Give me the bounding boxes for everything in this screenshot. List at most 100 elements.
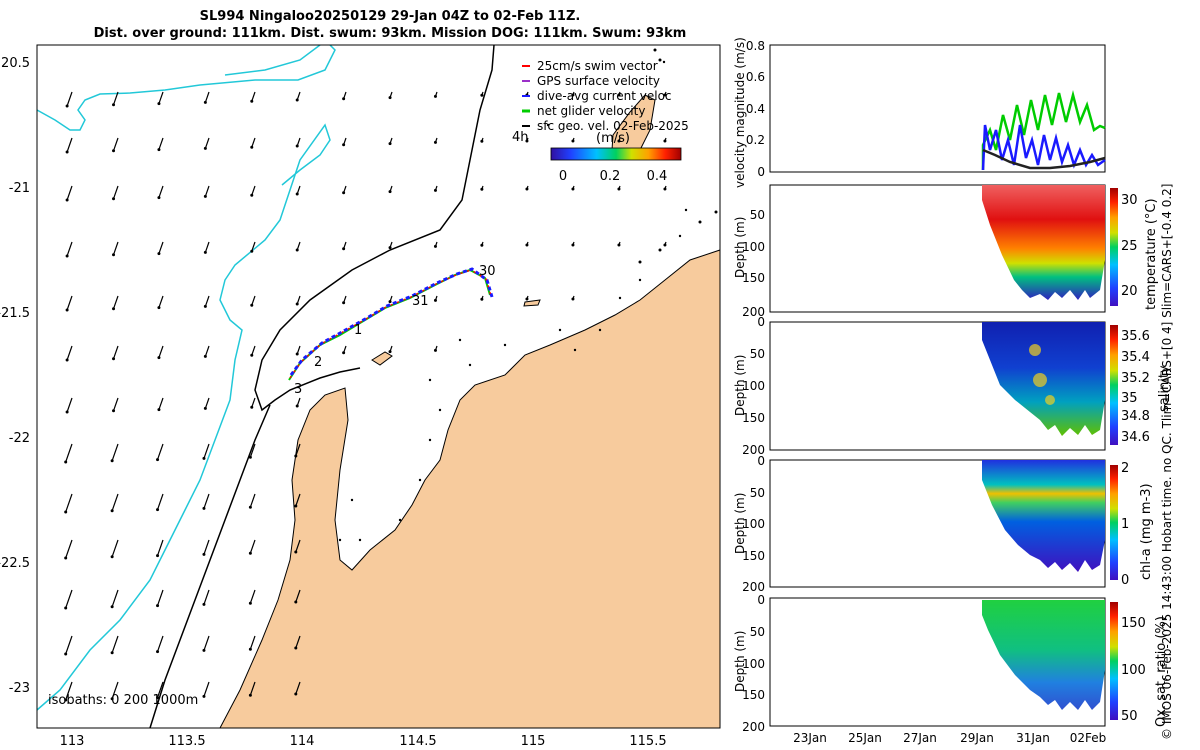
velocity-arrow — [249, 635, 256, 650]
velocity-arrow-head — [663, 93, 667, 97]
velocity-arrow-head — [295, 352, 299, 356]
cbar-tick: 100 — [1121, 663, 1146, 678]
salinity-blobs — [1029, 344, 1055, 405]
velocity-arrow-head — [112, 253, 116, 257]
depth-tick: 0 — [757, 454, 765, 468]
sal-colorbar — [1110, 325, 1118, 445]
velocity-arrow-head — [342, 191, 346, 195]
velocity-arrow-head — [65, 358, 69, 362]
velocity-arrow — [203, 493, 210, 509]
velocity-arrow-head — [342, 247, 346, 251]
velocity-arrow-head — [202, 506, 206, 510]
velocity-arrow-head — [433, 94, 437, 98]
velocity-arrow-head — [248, 505, 252, 509]
velocity-arrow — [251, 295, 256, 306]
velocity-arrow-head — [250, 193, 254, 197]
temp-colorbar-label: temperature (°C) — [1144, 198, 1159, 310]
day-label-30: 30 — [479, 264, 496, 279]
velocity-arrow-head — [202, 602, 206, 606]
velocity-arrow-head — [295, 302, 299, 306]
cbar-tick: 35.6 — [1121, 329, 1150, 344]
velocity-arrow — [111, 493, 119, 511]
depth-tick: 150 — [742, 411, 765, 425]
velocity-arrow-head — [65, 410, 69, 414]
velocity-arrow-head — [64, 652, 68, 656]
temperature-panel: 50 100 150 200 Depth (m) 30 25 20 temper… — [733, 184, 1159, 319]
velocity-arrow — [249, 493, 256, 508]
velocity-arrow-head — [112, 409, 116, 413]
depth-tick: 0 — [757, 593, 765, 607]
velocity-arrow — [66, 295, 73, 311]
cbar-tick: 35.4 — [1121, 350, 1150, 365]
velocity-arrow-head — [157, 102, 161, 106]
velocity-arrow-head — [295, 404, 299, 408]
velocity-arrow — [295, 493, 301, 507]
colorbar-tick: 0.2 — [600, 169, 621, 184]
depth-tick: 50 — [750, 208, 765, 222]
cbar-tick: 0 — [1121, 573, 1129, 588]
velocity-arrow-head — [571, 297, 575, 301]
velocity-arrow-head — [112, 149, 116, 153]
velocity-arrow — [295, 589, 301, 603]
cbar-tick: 34.6 — [1121, 430, 1150, 445]
depth-tick: 200 — [742, 305, 765, 319]
cbar-tick: 150 — [1121, 616, 1146, 631]
colorbar-tick: 0 — [559, 169, 567, 184]
colorbar-tick: 0.4 — [647, 169, 668, 184]
velocity-arrow-head — [112, 307, 116, 311]
velocity-arrow-head — [64, 510, 68, 514]
velocity-arrow — [251, 91, 256, 102]
sal-colorbar-ticks: 35.6 35.4 35.2 35 34.8 34.6 — [1121, 329, 1150, 445]
time-tick: 29Jan — [960, 731, 994, 745]
velocity-arrow — [65, 539, 73, 559]
velocity-arrow-head — [110, 651, 114, 655]
velocity-panel: 0.8 0.6 0.4 0.2 0 velocity magnitude (m/… — [733, 37, 1106, 188]
velocity-arrow-head — [295, 248, 299, 252]
cbar-tick: 30 — [1121, 193, 1138, 208]
velocity-arrow — [66, 241, 73, 257]
velocity-arrow-head — [65, 150, 69, 154]
velocity-arrow-head — [617, 93, 621, 97]
velocity-arrow-head — [156, 458, 160, 462]
speed-colorbar — [550, 147, 682, 161]
lat-tick: -21.5 — [0, 306, 30, 321]
vel-ytick: 0.2 — [746, 133, 765, 147]
island — [523, 299, 541, 307]
cbar-tick: 25 — [1121, 239, 1138, 254]
velocity-arrow-head — [294, 692, 298, 696]
depth-tick: 150 — [742, 271, 765, 285]
track-day-labels: 30 31 1 2 3 4h — [294, 130, 529, 397]
time-axis-ticks: 23Jan 25Jan 27Jan 29Jan 31Jan 02Feb — [793, 731, 1106, 745]
velocity-arrow-head — [250, 353, 254, 357]
vel-ytick: 0 — [757, 165, 765, 179]
geo-velocity-arrows — [64, 91, 667, 702]
velocity-arrow — [251, 185, 256, 196]
lon-tick: 115 — [521, 734, 546, 749]
velocity-arrow-head — [342, 301, 346, 305]
depth-tick: 100 — [742, 517, 765, 531]
velocity-arrow — [204, 185, 210, 197]
velocity-arrow-head — [64, 460, 68, 464]
velocity-arrow — [66, 137, 73, 153]
velocity-arrow-head — [250, 99, 254, 103]
sal-depth-ticks: 0 50 100 150 200 — [742, 315, 765, 457]
velocity-arrow — [66, 345, 73, 361]
velocity-arrow — [204, 137, 210, 149]
velocity-arrow-head — [202, 552, 206, 556]
velocity-arrow — [156, 635, 164, 652]
velocity-arrow-head — [248, 551, 252, 555]
velocity-arrow — [158, 397, 164, 410]
day-label-3: 3 — [294, 382, 302, 397]
velocity-arrow-head — [157, 252, 161, 256]
depth-tick: 100 — [742, 379, 765, 393]
chla-colorbar — [1110, 465, 1118, 580]
islets — [338, 48, 718, 542]
velocity-arrow — [203, 589, 210, 605]
legend-item-gps: GPS surface velocity — [522, 74, 660, 88]
velocity-arrow — [295, 635, 301, 649]
velocity-arrow — [158, 185, 164, 198]
legend-item-sfc-geo: sfc geo. vel. 02-Feb-2025 — [522, 119, 689, 133]
temp-colorbar-ticks: 30 25 20 — [1121, 193, 1138, 299]
velocity-arrow-head — [110, 459, 114, 463]
velocity-arrow — [204, 397, 210, 409]
